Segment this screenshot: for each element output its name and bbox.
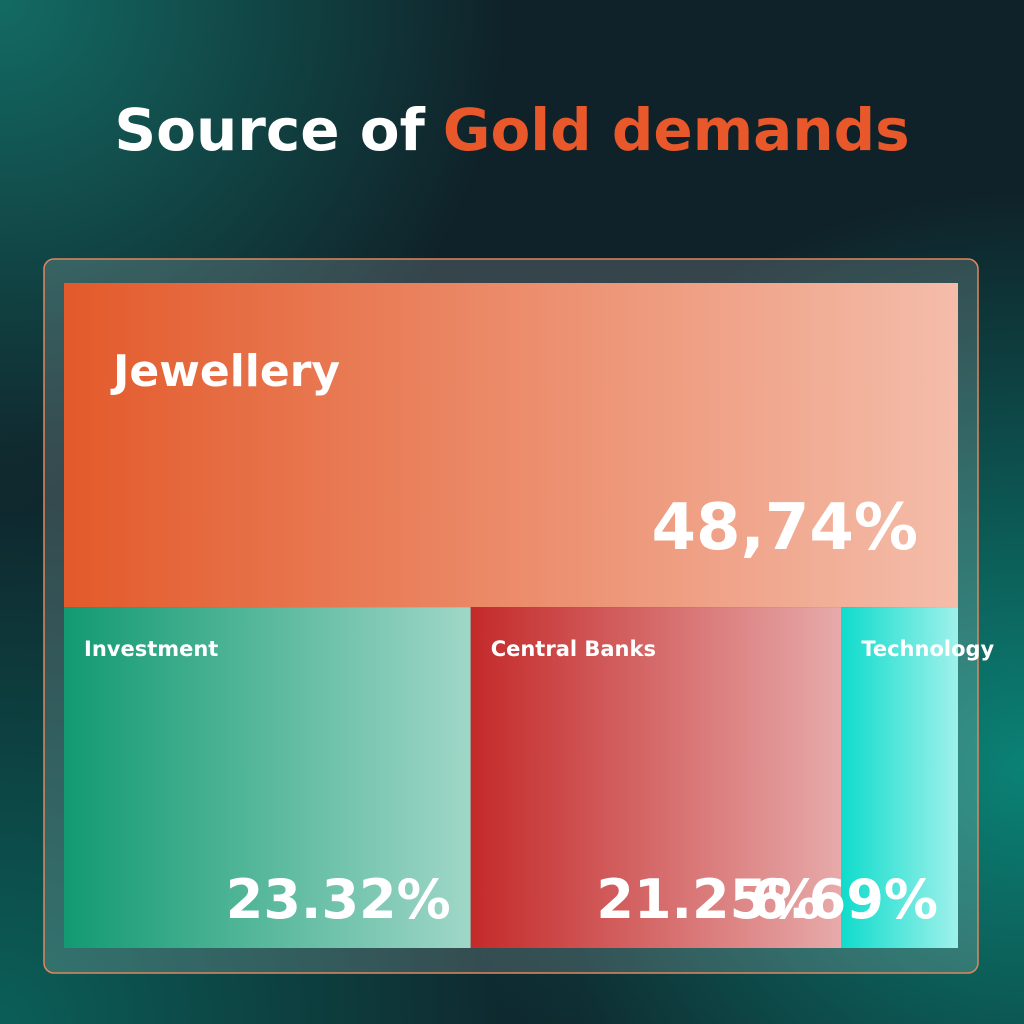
value-label: 6.69%: [751, 868, 938, 931]
cell-label: Jewellery: [110, 346, 340, 397]
treemap-cell: [64, 283, 958, 608]
treemap-cell: [470, 607, 842, 948]
cell-label: Investment: [84, 637, 218, 661]
cell-label: Technology: [861, 637, 994, 661]
chart-title: Source of Gold demands: [114, 96, 909, 164]
value-label: 48,74%: [651, 491, 918, 565]
cell-label: Central Banks: [491, 637, 656, 661]
treemap-cell: [64, 607, 471, 948]
title-part: Source of: [114, 96, 425, 164]
title-part: Gold demands: [443, 96, 910, 164]
value-label: 23.32%: [226, 868, 451, 931]
value-label: 21.25%: [596, 868, 821, 931]
treemap-cell: [841, 607, 958, 948]
